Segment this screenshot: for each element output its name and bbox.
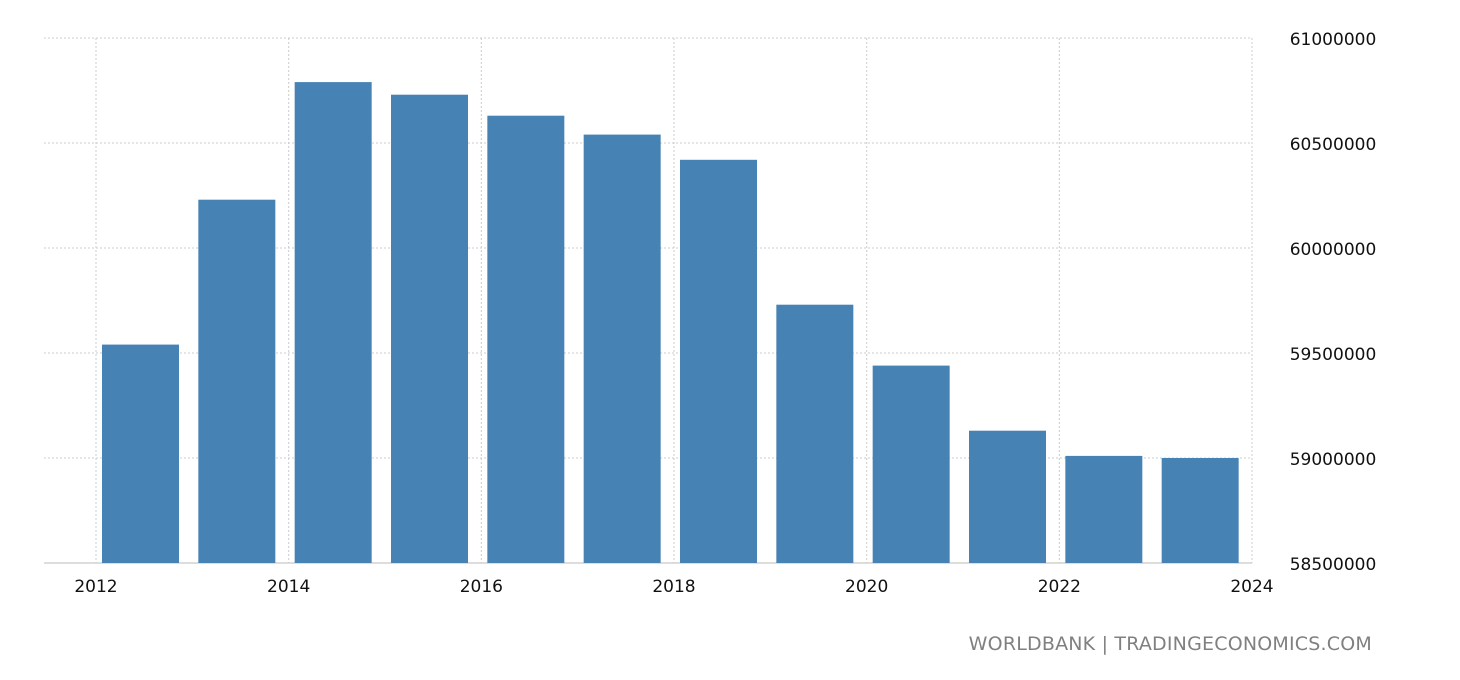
bar-2021: [969, 430, 1046, 563]
y-axis: 58500000 59000000 59500000 60000000 60500000…: [1290, 30, 1377, 575]
bar-2022: [1065, 455, 1143, 563]
x-tick-label: 2014: [267, 577, 310, 597]
bar-2016: [487, 115, 565, 563]
bar-2017: [583, 134, 661, 563]
x-tick-label: 2012: [74, 577, 117, 597]
bar-2019: [776, 304, 854, 563]
bar-2015: [391, 94, 468, 563]
y-tick-label: 59000000: [1290, 450, 1377, 470]
y-tick-label: 58500000: [1290, 555, 1377, 575]
y-tick-label: 59500000: [1290, 345, 1377, 365]
x-tick-label: 2022: [1038, 577, 1081, 597]
x-axis: 2012 2014 2016 2018 2020 2022 2024: [74, 577, 1273, 597]
bar-2013: [198, 199, 276, 563]
x-tick-label: 2024: [1230, 577, 1273, 597]
bar-2012: [102, 344, 179, 563]
y-tick-label: 61000000: [1290, 30, 1377, 50]
bar-2014: [294, 82, 372, 563]
bar-2018: [680, 159, 757, 564]
source-credit: WORLDBANK | TRADINGECONOMICS.COM: [968, 633, 1372, 655]
y-tick-label: 60500000: [1290, 135, 1377, 155]
y-tick-label: 60000000: [1290, 240, 1377, 260]
x-tick-label: 2018: [652, 577, 695, 597]
bar-2023: [1161, 458, 1239, 563]
x-tick-label: 2016: [460, 577, 503, 597]
bar-2020: [872, 365, 950, 563]
bars: [102, 82, 1239, 564]
x-tick-label: 2020: [845, 577, 888, 597]
